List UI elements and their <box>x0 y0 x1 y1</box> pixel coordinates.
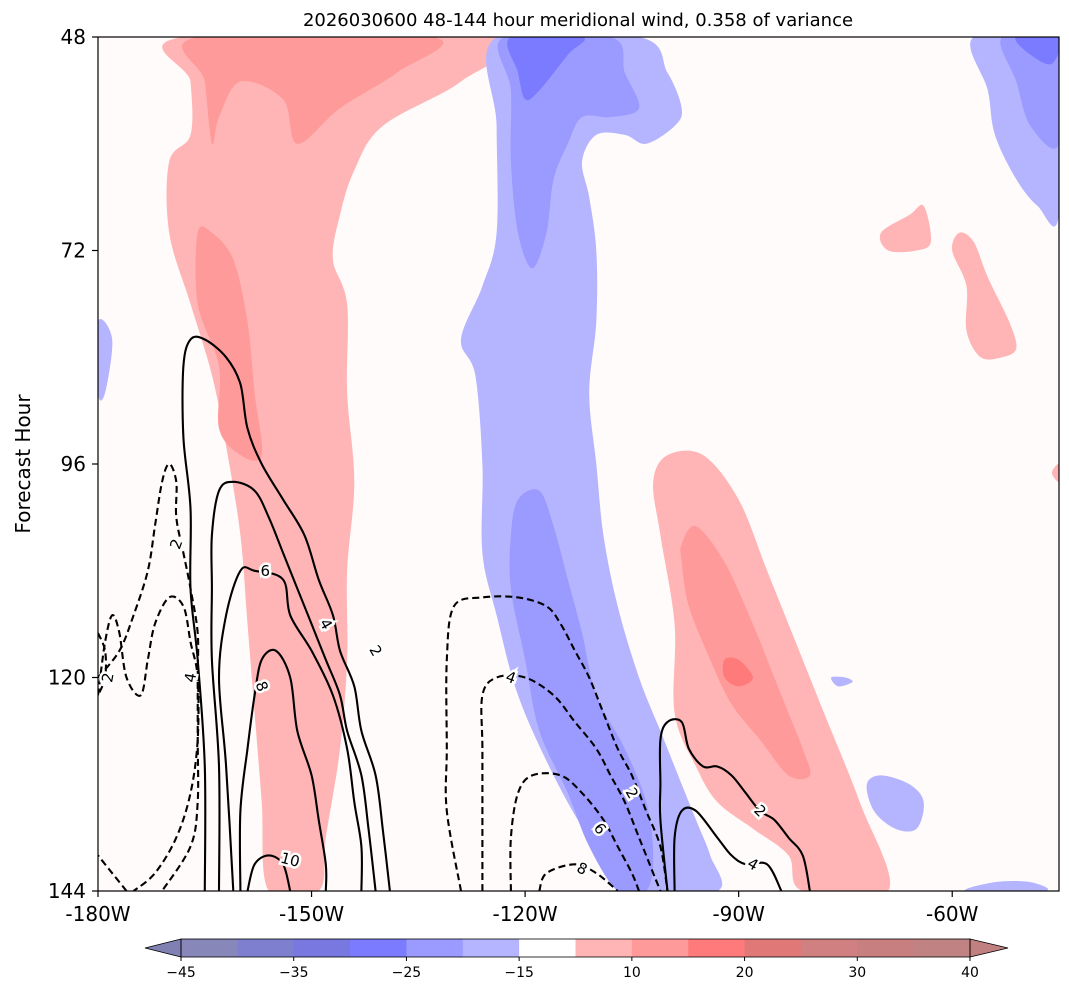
x-axis: -180W -150W -120W -90W -60W <box>65 891 979 926</box>
colorbar-tick-label: −35 <box>279 965 309 981</box>
filled-region <box>1000 37 1059 149</box>
filled-region <box>509 489 654 891</box>
x-tick-label: -90W <box>712 902 765 926</box>
colorbar-segment <box>688 939 746 957</box>
colorbar-tick-label: 20 <box>736 965 754 981</box>
contour-line <box>238 648 328 891</box>
contour-line <box>658 718 811 891</box>
filled-region <box>952 232 1017 360</box>
x-tick-label: -120W <box>493 902 558 926</box>
contour-line <box>673 806 783 891</box>
filled-region <box>964 880 1049 891</box>
contour-line <box>246 854 292 891</box>
line-contour-layer <box>98 335 811 891</box>
filled-region <box>1051 463 1059 482</box>
colorbar-tick-label: −45 <box>166 965 196 981</box>
y-axis: 48 72 96 120 144 <box>48 25 98 903</box>
filled-region <box>162 37 514 891</box>
filled-region <box>98 319 113 401</box>
x-tick-label: -60W <box>926 902 979 926</box>
colorbar-segment <box>293 939 351 957</box>
y-tick-label: 96 <box>61 452 86 476</box>
y-tick-label: 120 <box>48 666 86 690</box>
contour-line <box>98 854 128 891</box>
colorbar-segment <box>744 939 802 957</box>
colorbar-segment <box>462 939 520 957</box>
contour-line <box>98 595 200 891</box>
contour-line <box>98 462 200 891</box>
colorbar-tick-label: −15 <box>504 965 534 981</box>
colorbar-segment <box>575 939 633 957</box>
x-tick-label: -180W <box>65 902 130 926</box>
colorbar: −45 −35 −25 −15 10 20 30 40 <box>144 938 1009 981</box>
contour-line <box>444 595 669 891</box>
contour-label: 6 <box>261 562 271 580</box>
contour-line <box>480 674 662 891</box>
colorbar-segment <box>181 939 238 957</box>
colorbar-frame <box>180 938 971 958</box>
x-tick-label: -150W <box>279 902 344 926</box>
y-tick-label: 72 <box>61 239 86 263</box>
colorbar-tick-label: 30 <box>848 965 866 981</box>
colorbar-segment <box>519 939 576 957</box>
y-axis-label: Forecast Hour <box>11 394 35 534</box>
colorbar-segment <box>350 939 407 957</box>
chart-title: 2026030600 48-144 hour meridional wind, … <box>303 10 853 31</box>
filled-region <box>879 204 932 253</box>
colorbar-segment <box>406 939 464 957</box>
filled-region <box>182 37 443 145</box>
y-tick-label: 144 <box>48 879 86 903</box>
contour-line <box>210 480 377 891</box>
colorbar-segment <box>857 939 915 957</box>
colorbar-segment <box>913 939 971 957</box>
colorbar-segment <box>237 939 295 957</box>
filled-region <box>507 37 585 101</box>
filled-region <box>866 775 924 832</box>
colorbar-tick-label: 40 <box>961 965 979 981</box>
filled-region <box>722 657 753 687</box>
filled-region <box>1015 37 1059 65</box>
filled-region <box>268 37 360 73</box>
colorbar-segment <box>631 939 689 957</box>
filled-contour-layer <box>98 37 1059 891</box>
colorbar-tick-label: 10 <box>623 965 641 981</box>
contour-line <box>217 566 363 891</box>
colorbar-tick-label: −25 <box>392 965 422 981</box>
contour-line <box>509 772 640 891</box>
contour-line <box>538 863 619 891</box>
y-tick-label: 48 <box>61 25 86 49</box>
colorbar-segment <box>800 939 858 957</box>
filled-region <box>680 525 811 780</box>
contour-line <box>98 632 108 696</box>
filled-region <box>831 676 853 687</box>
filled-region <box>195 226 263 461</box>
